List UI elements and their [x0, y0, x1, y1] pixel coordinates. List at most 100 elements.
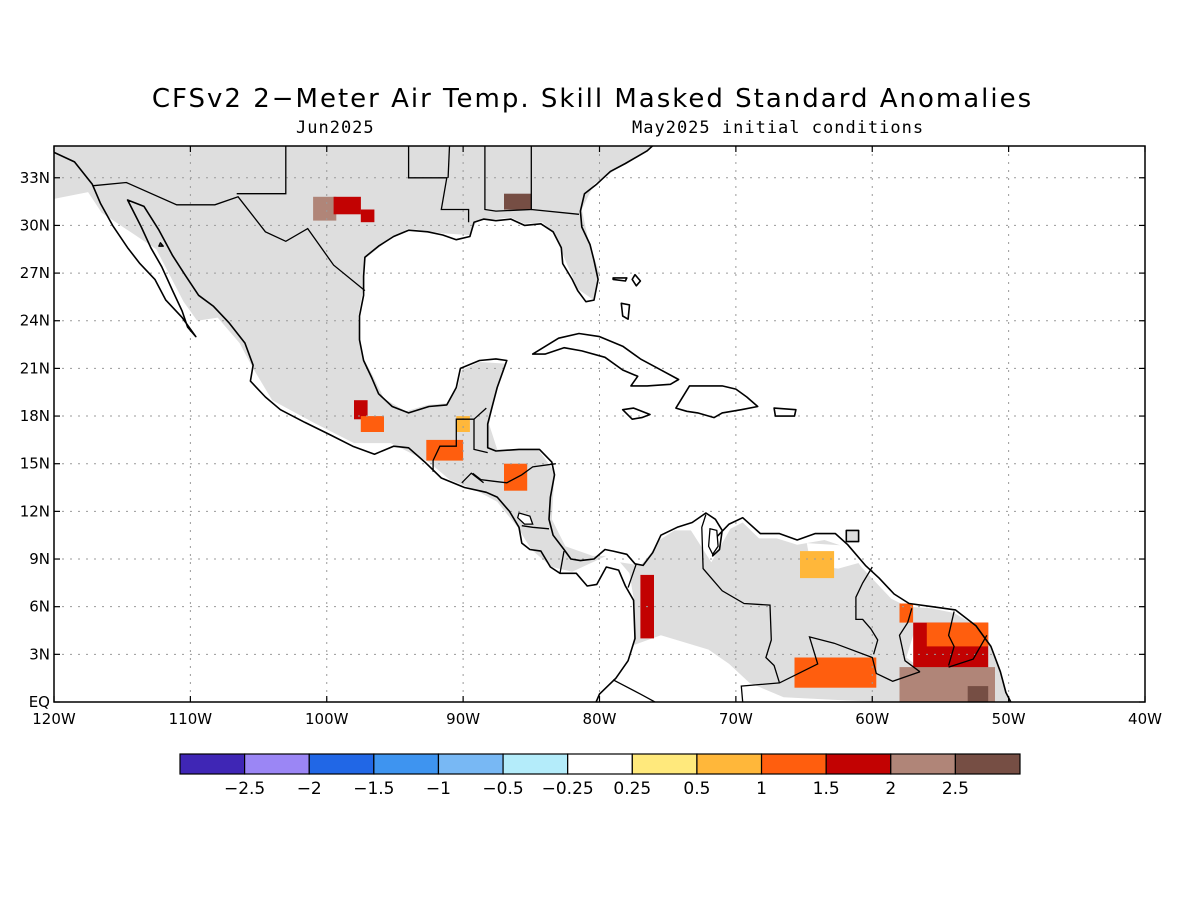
georgia-florida-boundary: [531, 208, 580, 215]
grid-lines: [54, 146, 1145, 702]
lat-tick-label: 21N: [20, 359, 50, 377]
colorbar-swatch: [760, 753, 827, 775]
lat-tick-label: 6N: [29, 598, 50, 616]
hispaniola-coastline: [675, 385, 759, 419]
lake-maracaibo: [707, 527, 719, 556]
lon-tick-label: 50W: [992, 710, 1026, 728]
trinidad-coastline: [845, 529, 860, 543]
colorbar-swatch: [954, 753, 1021, 775]
grand-bahama-coastline: [612, 277, 628, 282]
colorbar-label: −1.5: [353, 779, 394, 799]
colorbar-label: −2.5: [224, 779, 265, 799]
lon-tick-label: 100W: [305, 710, 349, 728]
guyana-suriname-border: [898, 608, 921, 673]
map-title: CFSv2 2−Meter Air Temp. Skill Masked Sta…: [151, 84, 1034, 114]
lat-tick-label: 12N: [20, 502, 50, 520]
texas-boundary: [236, 146, 287, 195]
colorbar-label: 2.5: [942, 779, 969, 799]
alabama-boundary: [484, 146, 532, 212]
honduras-borders: [472, 463, 556, 484]
colorbar: −2.5 −2 −1.5 −1 −0.5 −0.25 0.25 0.5 1 1.5 2 2.5: [179, 753, 1021, 799]
lat-tick-label: 9N: [29, 550, 50, 568]
colorbar-swatch: [179, 753, 246, 775]
colorbar-swatch: [631, 753, 698, 775]
bahamas-abaco-coastline: [631, 273, 642, 287]
mexico-guatemala-border: [432, 418, 488, 472]
belize-border: [473, 407, 487, 420]
trinidad-fill: [846, 530, 859, 542]
anomaly-patch-guianas: [967, 686, 989, 702]
lon-tick-label: 60W: [855, 710, 889, 728]
forecast-month: Jun2025: [296, 118, 375, 138]
colorbar-swatch: [567, 753, 633, 775]
anomaly-patch-texas: [313, 196, 337, 221]
colorbar-label: −0.5: [482, 779, 523, 799]
brazil-north-border: [740, 635, 921, 702]
initial-conditions: May2025 initial conditions: [632, 118, 925, 138]
anomaly-patch-southern-mexico: [354, 400, 368, 420]
hole-pacific-coast: [592, 606, 633, 652]
anomaly-patch-texas: [360, 209, 375, 223]
us-mexico-border: [93, 181, 366, 292]
hole-amazon-west: [585, 635, 886, 702]
puerto-rico-coastline: [773, 407, 797, 417]
colorbar-swatch: [825, 753, 892, 775]
lat-tick-label: 24N: [20, 312, 50, 330]
anomaly-patch-guatemala: [456, 416, 470, 432]
lon-tick-label: 40W: [1128, 710, 1162, 728]
colorbar-label: 1: [756, 779, 767, 799]
lat-tick-label: 18N: [20, 407, 50, 425]
lon-tick-label: 90W: [446, 710, 480, 728]
venezuela-guyana-border: [855, 566, 879, 655]
lake-nicaragua: [516, 512, 534, 525]
lat-tick-label: 33N: [20, 169, 50, 187]
lon-tick-label: 80W: [583, 710, 617, 728]
colorbar-label: 2: [885, 779, 896, 799]
baja-tip-island-coastline: [158, 242, 164, 247]
bahamas-andros-coastline: [620, 302, 631, 321]
cuba-coastline: [531, 332, 680, 387]
lon-tick-label: 110W: [169, 710, 213, 728]
anomaly-patch-venezuela-south: [794, 657, 877, 688]
lat-tick-label: 30N: [20, 216, 50, 234]
colorbar-swatch: [308, 753, 375, 775]
north-america-coastline: [54, 146, 1012, 702]
colorbar-swatch: [890, 753, 956, 775]
lat-tick-label: EQ: [29, 693, 50, 711]
colombia-venezuela-border: [701, 514, 781, 684]
mississippi-boundary: [447, 146, 451, 178]
colorbar-label: 1.5: [813, 779, 840, 799]
colorbar-swatch: [244, 753, 310, 775]
anomaly-patch-guatemala: [426, 439, 464, 461]
colorbar-swatch: [502, 753, 569, 775]
costa-rica-panama-border: [559, 550, 565, 574]
lat-tick-label: 27N: [20, 264, 50, 282]
nicaragua-costa-rica-border: [521, 525, 550, 530]
anomaly-patch-texas: [333, 196, 361, 215]
colorbar-label: 0.25: [613, 779, 651, 799]
jamaica-coastline: [621, 407, 651, 421]
colorbar-swatch: [696, 753, 763, 775]
anomaly-patch-guianas: [926, 622, 989, 647]
anomaly-patch-venezuela: [800, 551, 835, 579]
colorbar-label: −1: [426, 779, 451, 799]
panama-colombia-border: [627, 563, 637, 588]
suriname-guiana-border: [947, 611, 955, 666]
guiana-brazil-border: [948, 634, 988, 668]
louisiana-boundary: [407, 146, 470, 223]
colorbar-label: −0.25: [542, 779, 594, 799]
coastlines: [54, 146, 1012, 702]
anomaly-patch-southern-mexico: [360, 416, 384, 432]
colorbar-swatch: [437, 753, 504, 775]
lat-tick-label: 3N: [29, 645, 50, 663]
colorbar-label: 0.5: [683, 779, 710, 799]
salvador-border: [461, 472, 484, 484]
anomaly-patch-honduras: [504, 463, 528, 491]
cuba-fill: [532, 333, 679, 386]
colorbar-label: −2: [297, 779, 322, 799]
anomaly-patch-alabama: [504, 193, 532, 210]
lon-tick-label: 70W: [719, 710, 753, 728]
lat-tick-label: 15N: [20, 455, 50, 473]
